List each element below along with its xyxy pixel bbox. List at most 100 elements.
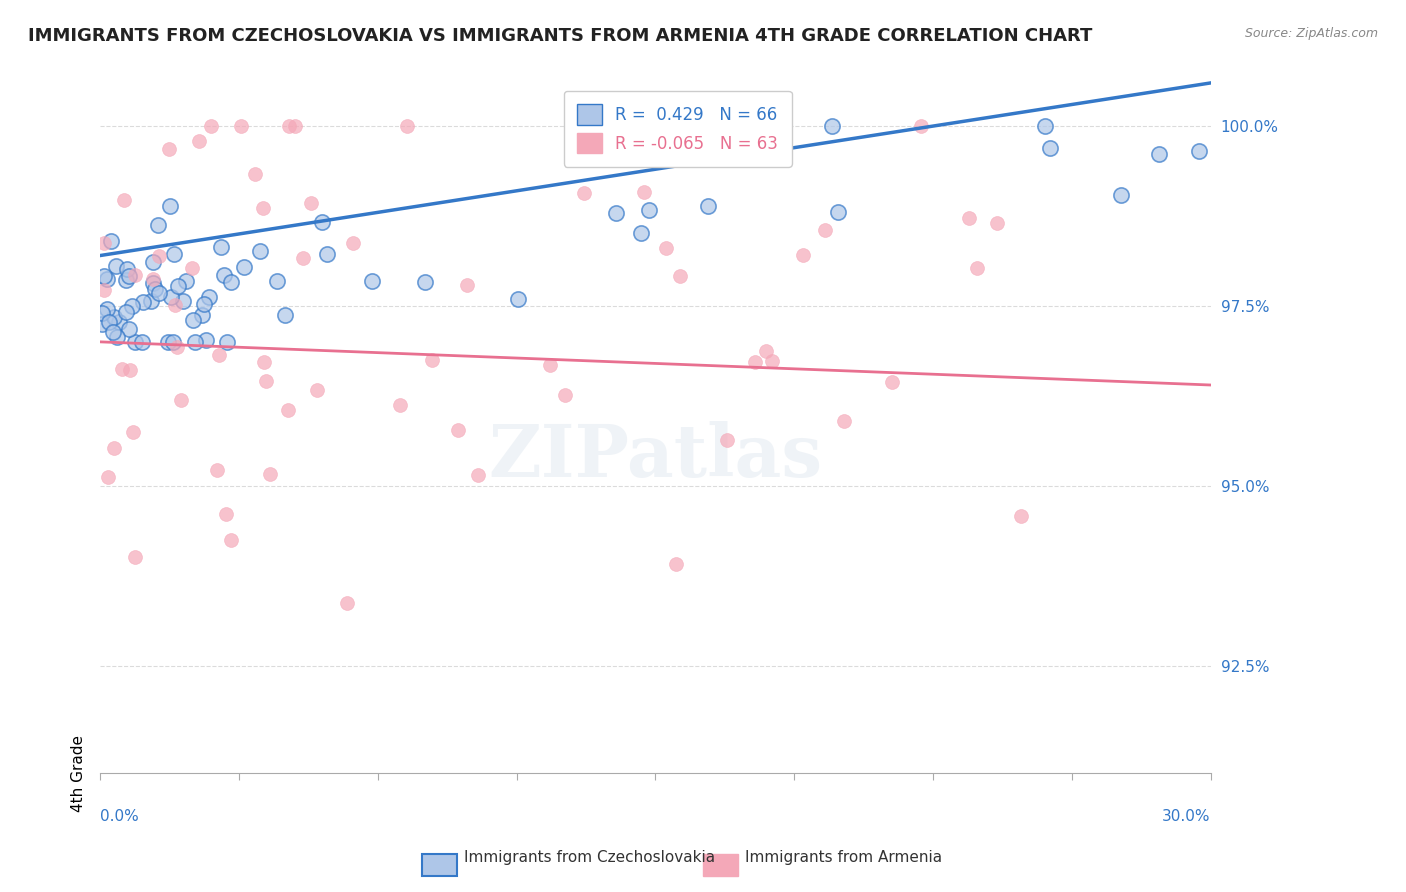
- Point: [198, 290, 221, 304]
- Point: [716, 433, 738, 447]
- Point: [1033, 119, 1056, 133]
- Point: [93, 283, 115, 297]
- Point: [910, 119, 932, 133]
- Point: [208, 347, 231, 361]
- Point: [769, 149, 792, 163]
- Point: [1010, 508, 1032, 523]
- Point: [254, 374, 277, 388]
- Point: [121, 425, 143, 439]
- Point: [97, 470, 120, 484]
- Point: [103, 325, 125, 339]
- Point: [142, 255, 165, 269]
- Point: [278, 119, 301, 133]
- Point: [163, 246, 186, 260]
- Point: [311, 215, 333, 229]
- Point: [252, 201, 274, 215]
- Text: ZIPatlas: ZIPatlas: [488, 421, 823, 491]
- Point: [827, 204, 849, 219]
- Point: [696, 199, 718, 213]
- Point: [292, 252, 315, 266]
- Point: [132, 294, 155, 309]
- Point: [761, 354, 783, 368]
- Text: Source: ZipAtlas.com: Source: ZipAtlas.com: [1244, 27, 1378, 40]
- Point: [143, 282, 166, 296]
- Point: [91, 306, 114, 320]
- Point: [170, 393, 193, 408]
- Point: [342, 235, 364, 250]
- Point: [187, 135, 209, 149]
- Point: [395, 119, 418, 133]
- Point: [284, 119, 307, 133]
- Point: [422, 353, 444, 368]
- Point: [215, 507, 238, 521]
- Point: [166, 340, 188, 354]
- Text: Immigrants from Czechoslovakia: Immigrants from Czechoslovakia: [464, 850, 716, 865]
- Point: [299, 195, 322, 210]
- Point: [184, 334, 207, 349]
- Point: [754, 343, 776, 358]
- Point: [305, 383, 328, 397]
- Point: [229, 119, 252, 133]
- Point: [167, 279, 190, 293]
- Point: [114, 272, 136, 286]
- Point: [360, 274, 382, 288]
- Point: [316, 247, 339, 261]
- Point: [655, 241, 678, 255]
- Point: [118, 268, 141, 283]
- Point: [209, 240, 232, 254]
- Point: [180, 261, 202, 276]
- Point: [820, 119, 842, 133]
- Point: [181, 313, 204, 327]
- Point: [96, 272, 118, 286]
- Point: [467, 467, 489, 482]
- Point: [447, 423, 470, 437]
- Point: [108, 315, 131, 329]
- Point: [814, 223, 837, 237]
- Point: [100, 235, 122, 249]
- Point: [141, 293, 163, 308]
- Point: [148, 285, 170, 300]
- Point: [336, 596, 359, 610]
- Y-axis label: 4th Grade: 4th Grade: [72, 735, 86, 812]
- Point: [1147, 146, 1170, 161]
- Point: [506, 292, 529, 306]
- Point: [249, 244, 271, 258]
- Point: [131, 334, 153, 349]
- Point: [120, 362, 142, 376]
- Point: [1039, 141, 1062, 155]
- Text: Immigrants from Armenia: Immigrants from Armenia: [745, 850, 942, 865]
- Point: [538, 358, 561, 372]
- Point: [880, 376, 903, 390]
- Point: [243, 168, 266, 182]
- Point: [1109, 187, 1132, 202]
- Point: [105, 329, 128, 343]
- Point: [456, 278, 478, 293]
- Point: [205, 463, 228, 477]
- Point: [96, 302, 118, 317]
- Point: [194, 334, 217, 348]
- Point: [215, 334, 238, 349]
- Point: [966, 260, 988, 275]
- Point: [105, 259, 128, 273]
- Point: [148, 249, 170, 263]
- Point: [162, 334, 184, 349]
- Point: [605, 206, 627, 220]
- Point: [115, 261, 138, 276]
- Point: [91, 317, 114, 331]
- Point: [665, 557, 688, 571]
- Point: [124, 334, 146, 349]
- Point: [193, 297, 215, 311]
- Point: [103, 441, 125, 455]
- Point: [157, 334, 180, 349]
- Point: [146, 219, 169, 233]
- Point: [277, 403, 299, 417]
- Point: [554, 388, 576, 402]
- Point: [219, 276, 242, 290]
- Point: [233, 260, 256, 274]
- Point: [93, 268, 115, 283]
- Point: [191, 308, 214, 322]
- Point: [115, 305, 138, 319]
- Point: [266, 274, 288, 288]
- Point: [572, 186, 595, 201]
- Point: [668, 269, 690, 284]
